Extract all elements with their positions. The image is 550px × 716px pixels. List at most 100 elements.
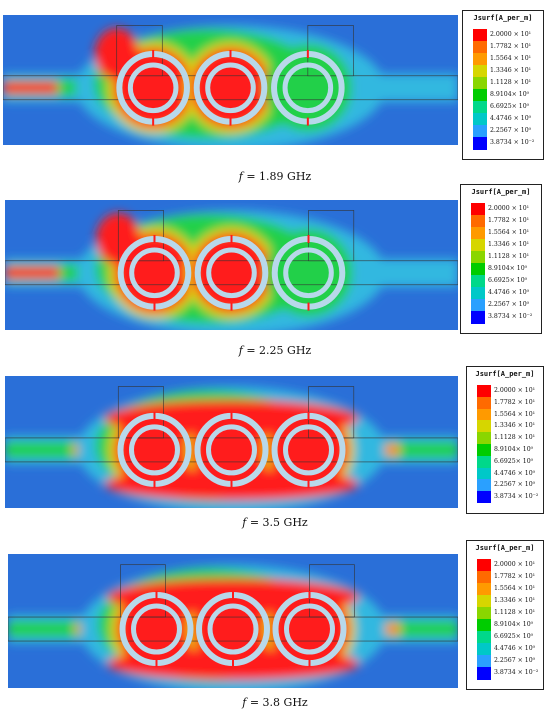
stub-outline-left [117,386,164,439]
resonator-inner-ring [128,424,180,476]
colorbar-tick-label: 4.4746 × 10⁰ [488,289,530,296]
colorbar-tick-label: 1.7782 × 10¹ [494,573,536,580]
colorbar-swatch [473,65,487,78]
ring-gap-top [307,411,310,420]
resonator-inner-ring [205,62,256,114]
colorbar-swatch [471,215,485,228]
colorbar-tick-label: 8.9104× 10⁰ [488,265,528,272]
ring-gap-top [153,235,156,243]
resonator-inner-ring [284,603,335,655]
colorbar-swatch [477,420,491,433]
colorbar-swatch [473,29,487,42]
current-density-map-2 [5,200,458,330]
resonator-inner-ring [206,424,257,476]
feedline-outline [5,437,458,463]
ring-hot [191,233,272,313]
colorbar-tick-label: 4.4746 × 10⁰ [494,645,536,652]
colorbar-tick-label: 3.8734 × 10⁻² [494,669,539,676]
colorbar-swatch [473,89,487,102]
ring-gap-bottom [308,659,311,668]
colorbar-swatch [477,655,491,668]
ring-gap-bottom [307,479,310,488]
ring-gap-bottom [232,659,234,668]
colorbar-tick-label: 2.0000 × 10¹ [494,386,536,394]
colorbar-swatch [471,275,485,288]
colorbar-legend-3: Jsurf[A_per_m] 2.0000 × 10¹ 1.7782 × 10¹ 1.… [466,366,544,514]
colorbar-tick-label: 3.8734 × 10⁻² [490,139,535,146]
colorbar-tick-label: 8.9104× 10⁰ [494,621,534,628]
colorbar-tick-label: 4.4746 × 10⁰ [494,469,536,477]
caption-4: f = 3.8 GHz [242,696,308,709]
colorbar-swatch [477,455,491,469]
ring-gap-bottom [230,479,233,488]
ring-gap-top [152,50,155,58]
stub-outline-left [116,25,163,77]
colorbar-tick-label: 6.6925× 10⁰ [490,103,530,110]
colorbar-swatch [477,607,491,620]
colorbar-swatch [471,299,485,312]
colorbar-tick-label: 1.5564 × 10¹ [494,585,536,592]
ring-gap-top [230,411,233,420]
colorbar-swatch [471,263,485,276]
port-hot [5,266,60,279]
colorbar-tick-label: 2.0000 × 10¹ [494,561,536,568]
ring-gap-bottom [155,659,158,668]
colorbar-tick-label: 2.0000 × 10¹ [488,205,530,212]
caption-1: f = 1.89 GHz [238,170,312,183]
colorbar-swatch [473,113,487,126]
colorbar-swatch [473,77,487,90]
colorbar-tick-label: 2.0000 × 10¹ [490,31,532,38]
ring-gap-top [230,235,233,243]
colorbar-tick-label: 1.5564 × 10¹ [494,410,536,418]
stub-outline-right [309,564,355,618]
colorbar-swatch [473,125,487,138]
panel-1: Jsurf[A_per_m] 2.0000 × 10¹ 1.7782 × 10¹ 1.… [0,0,550,188]
colorbar-swatch [477,432,491,445]
colorbar-swatch [477,385,491,398]
port-hot [3,81,58,94]
feedline-outline [5,260,458,286]
ring-gap-bottom [153,479,156,488]
colorbar-title: Jsurf[A_per_m] [475,544,535,552]
colorbar-swatch [471,203,485,216]
ring-hot [190,48,271,128]
colorbar-swatch [473,41,487,54]
resonator-inner-ring [207,603,259,655]
ring-gap-top [153,411,156,420]
ring-gap-bottom [153,302,156,311]
colorbar-swatch [477,583,491,596]
resonator-inner-ring [127,62,179,114]
ring-gap-top [229,50,232,58]
ring-gap-top [155,591,158,600]
feedline-outline [8,616,458,642]
colorbar-tick-label: 1.3346 × 10¹ [488,241,530,248]
resonator-inner-ring [206,247,257,299]
ring-gap-bottom [152,117,155,126]
colorbar-swatch [477,396,491,410]
colorbar-tick-label: 1.3346 × 10¹ [494,597,536,604]
colorbar-swatch [473,101,487,114]
colorbar-tick-label: 1.5564 × 10¹ [490,55,532,62]
colorbar-tick-label: 2.2567 × 10⁰ [488,301,530,308]
colorbar-tick-label: 1.7782 × 10¹ [490,43,532,50]
feedline-outline [3,75,458,101]
colorbar-tick-label: 1.3346 × 10¹ [490,67,532,74]
colorbar-tick-label: 6.6925× 10⁰ [494,457,534,465]
colorbar-swatch [477,595,491,608]
stub-outline-left [117,210,164,262]
colorbar-swatch [473,53,487,66]
colorbar-tick-label: 1.7782 × 10¹ [494,398,536,406]
colorbar-swatch [473,137,487,150]
colorbar-tick-label: 1.7782 × 10¹ [488,217,530,224]
stub-outline-left [120,564,166,618]
colorbar-tick-label: 8.9104× 10⁰ [494,445,534,453]
caption-3: f = 3.5 GHz [242,516,308,529]
colorbar-legend-4: Jsurf[A_per_m] 2.0000 × 10¹ 1.7782 × 10¹ 1.… [466,540,544,690]
caption-2: f = 2.25 GHz [238,344,312,357]
colorbar-swatch [471,287,485,300]
colorbar-tick-label: 2.2567 × 10⁰ [494,657,536,664]
colorbar-tick-label: 1.1128 × 10¹ [488,253,530,260]
colorbar-title: Jsurf[A_per_m] [473,14,533,22]
colorbar-swatch [471,239,485,252]
ring-gap-top [232,591,234,600]
